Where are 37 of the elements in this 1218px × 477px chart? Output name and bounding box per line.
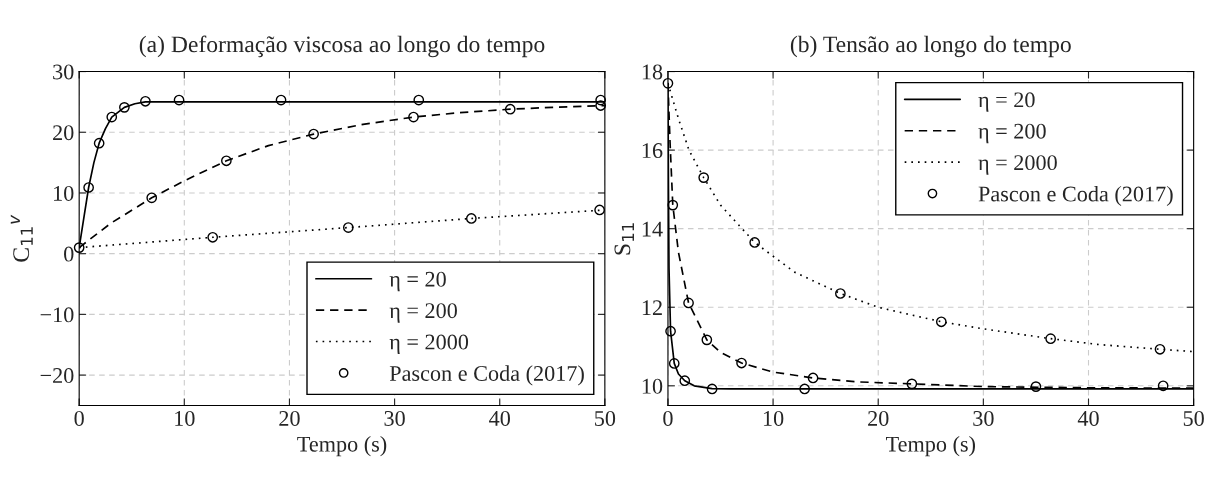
legend-label: Pascon e Coda (2017) bbox=[978, 185, 1173, 207]
legend-label: η = 200 bbox=[978, 123, 1046, 144]
x-tick-label: 20 bbox=[279, 410, 300, 426]
x-tick-label: 30 bbox=[973, 410, 994, 426]
x-tick-label: 0 bbox=[663, 410, 673, 426]
legend-label: η = 2000 bbox=[978, 155, 1057, 175]
y-tick-label: 20 bbox=[53, 125, 74, 141]
x-tick-label: 40 bbox=[1077, 410, 1099, 426]
y-tick-label: 30 bbox=[53, 64, 74, 80]
x-tick-label: 0 bbox=[74, 410, 84, 426]
x-axis-title: Tempo (s) bbox=[886, 436, 976, 457]
legend-label: η = 20 bbox=[389, 271, 446, 292]
chart-title: (b) Tensão ao longo do tempo bbox=[790, 35, 1071, 58]
x-tick-label: 50 bbox=[595, 410, 616, 426]
y-tick-label: 12 bbox=[642, 300, 662, 315]
legend-label: η = 2000 bbox=[389, 334, 469, 355]
y-axis-title: S$_{11}$ bbox=[614, 223, 634, 255]
x-tick-label: 20 bbox=[868, 410, 889, 426]
y-tick-label: 18 bbox=[642, 64, 663, 80]
y-tick-label: −20 bbox=[40, 368, 74, 384]
x-tick-label: 10 bbox=[175, 410, 195, 426]
y-tick-label: 14 bbox=[642, 221, 663, 237]
x-tick-label: 30 bbox=[384, 410, 405, 426]
x-axis-title: Tempo (s) bbox=[297, 436, 387, 457]
legend-label: η = 200 bbox=[389, 303, 457, 323]
x-tick-label: 40 bbox=[489, 410, 510, 426]
y-tick-label: 10 bbox=[642, 378, 663, 394]
y-tick-label: −10 bbox=[40, 307, 74, 323]
y-axis-title: C$_{11}$$^{v}$ bbox=[10, 214, 33, 262]
y-tick-label: 0 bbox=[64, 246, 74, 262]
chart-title: (a) Deformação viscosa ao longo do tempo bbox=[139, 35, 545, 58]
legend-label: Pascon e Coda (2017) bbox=[389, 365, 584, 386]
legend-label: η = 20 bbox=[978, 92, 1035, 112]
y-tick-label: 10 bbox=[54, 185, 74, 201]
y-tick-label: 16 bbox=[642, 143, 663, 159]
x-tick-label: 10 bbox=[763, 410, 784, 426]
x-tick-label: 50 bbox=[1183, 410, 1204, 426]
